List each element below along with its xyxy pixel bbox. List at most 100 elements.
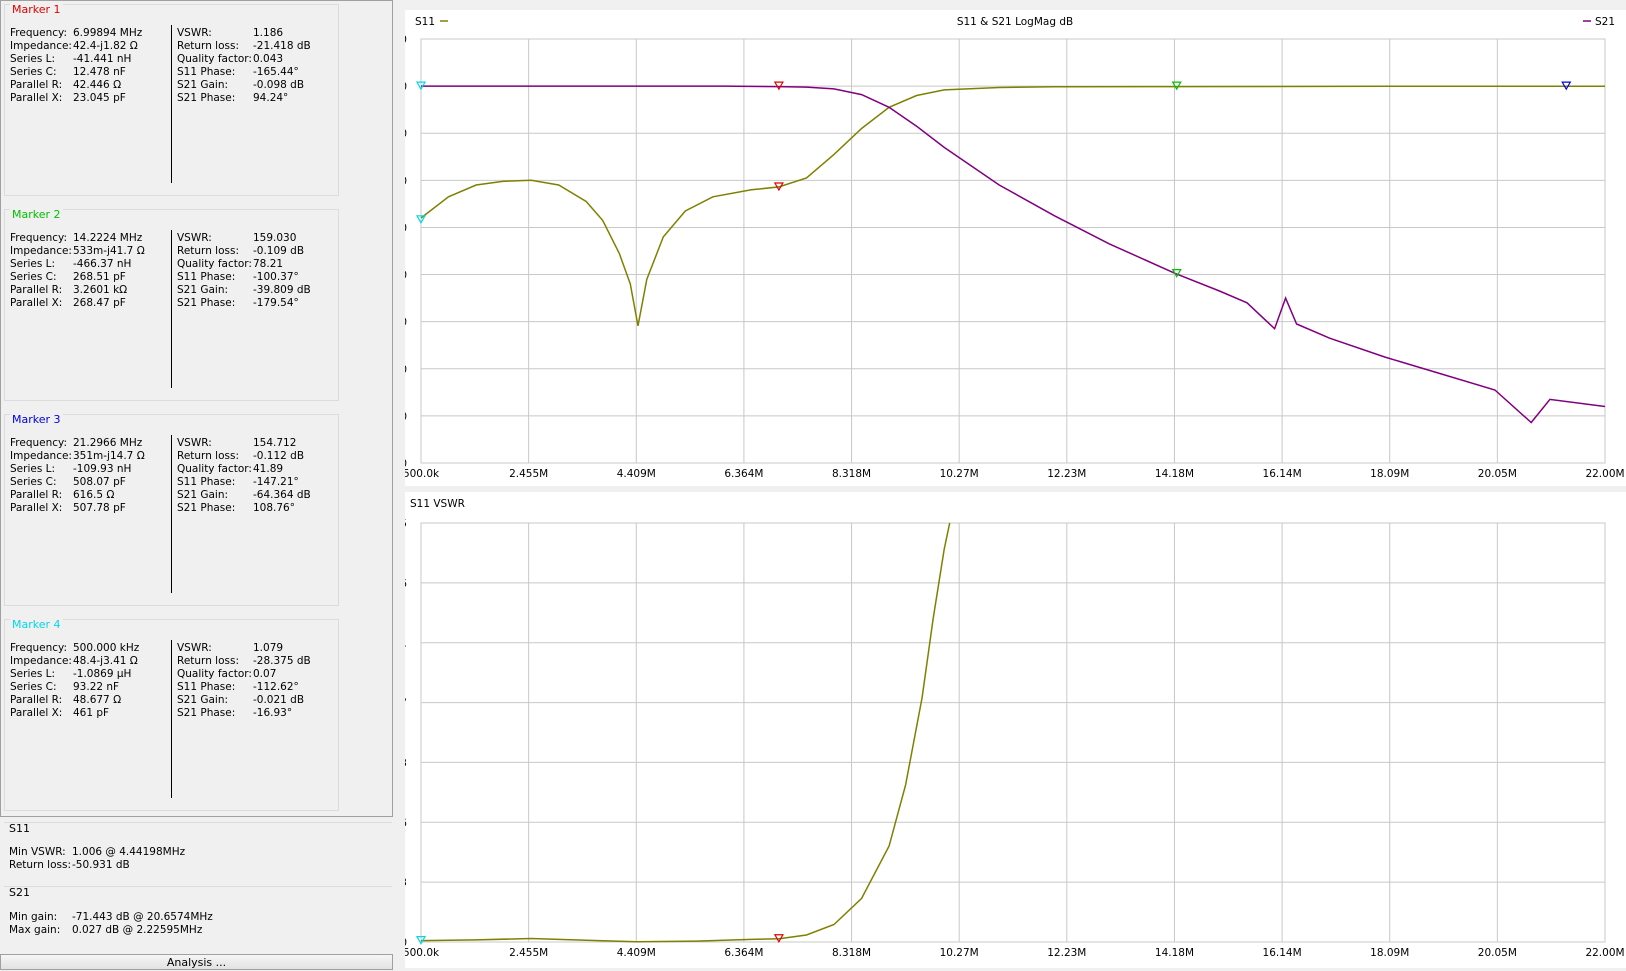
marker-field-value: 0.043 — [253, 53, 284, 65]
marker-field-value: -147.21° — [253, 476, 299, 488]
marker-field-label: S11 Phase: — [177, 681, 236, 693]
marker-field: Quality factor:78.21 — [177, 258, 283, 271]
marker-field: Series C: 93.22 nF — [10, 681, 119, 694]
marker-field-value: -179.54° — [253, 297, 299, 309]
marker-triangle[interactable] — [415, 215, 427, 224]
marker-field-label: Parallel R: — [10, 79, 63, 91]
logmag-chart[interactable]: S11 S11 & S21 LogMag dB S21 10 0.0 -10.0 -2… — [380, 10, 1626, 486]
marker-field-label: Series C: — [10, 681, 57, 693]
marker-divider — [171, 640, 172, 798]
x-tick-label: 20.05M — [1478, 468, 1517, 480]
x-tick-label: 14.18M — [1155, 468, 1194, 480]
series-line-s11 — [420, 522, 951, 943]
marker-field-value: 42.446 Ω — [73, 79, 122, 91]
marker-field-value: -109.93 nH — [73, 463, 132, 475]
marker-triangle[interactable] — [415, 81, 427, 91]
marker-field-label: S11 Phase: — [177, 271, 236, 283]
marker-field-label: Quality factor: — [177, 53, 252, 65]
marker-field-value: 94.24° — [253, 92, 289, 104]
marker-field: Quality factor:41.89 — [177, 463, 283, 476]
s11-summary-title: S11 — [9, 822, 30, 835]
marker-field-value: -100.37° — [253, 271, 299, 283]
x-tick-label: 12.23M — [1047, 468, 1086, 480]
marker-field-label: S21 Gain: — [177, 489, 229, 501]
marker-field-label: Series C: — [10, 476, 57, 488]
x-tick-label: 16.14M — [1263, 468, 1302, 480]
marker-field: S21 Phase: 108.76° — [177, 502, 295, 515]
marker-triangle[interactable] — [773, 81, 784, 91]
marker-field: Series C: 508.07 pF — [10, 476, 126, 489]
x-tick-label: 6.364M — [724, 468, 763, 480]
series-line-s21 — [421, 85, 1606, 424]
marker-field-label: Impedance: — [10, 40, 72, 52]
marker-field-value: 268.51 pF — [73, 271, 126, 283]
y-tick-label: 11.3 — [405, 757, 407, 769]
marker-field: Parallel X: 461 pF — [10, 707, 109, 720]
marker-title: Marker 4 — [10, 618, 63, 631]
marker-field: Parallel X: 268.47 pF — [10, 297, 126, 310]
marker-triangle[interactable] — [773, 934, 784, 943]
y-tick-label: 18.1 — [405, 638, 407, 650]
marker-field: Parallel X: 23.045 pF — [10, 92, 126, 105]
y-tick-label: -70.0 — [405, 411, 407, 423]
marker-triangle[interactable] — [773, 182, 784, 192]
marker-field-value: 23.045 pF — [73, 92, 126, 104]
marker-field: S21 Gain: -64.364 dB — [177, 489, 311, 502]
marker-field-label: S21 Phase: — [177, 707, 236, 719]
marker-field-value: 48.4-j3.41 Ω — [73, 655, 138, 667]
marker-field-value: 6.99894 MHz — [73, 27, 143, 39]
s11-summary: S11 Min VSWR: 1.006 @ 4.44198MHz Return l… — [4, 822, 392, 884]
marker-field-label: S21 Gain: — [177, 79, 229, 91]
marker-triangle[interactable] — [1171, 81, 1182, 91]
marker-field-value: 14.2224 MHz — [73, 232, 143, 244]
marker-field-value: 42.4-j1.82 Ω — [73, 40, 138, 52]
marker-field-label: Frequency: — [10, 642, 68, 654]
marker-field-value: 461 pF — [73, 707, 110, 719]
marker-field-value: 0.07 — [253, 668, 277, 680]
marker-field: Return loss: -21.418 dB — [177, 40, 311, 53]
marker-field-value: 41.89 — [253, 463, 284, 475]
marker-field-label: Return loss: — [177, 450, 240, 462]
marker-field-label: Parallel X: — [10, 502, 63, 514]
marker-field: Return loss: -28.375 dB — [177, 655, 311, 668]
marker-field: VSWR: 1.079 — [177, 642, 283, 655]
marker-field-value: 93.22 nF — [73, 681, 120, 693]
vswr-chart-svg: S11 VSWR 2521.618.114.711.37.864.431.0 5… — [384, 498, 1625, 959]
x-tick-label: 20.05M — [1478, 947, 1517, 959]
marker-field-label: Impedance: — [10, 450, 72, 462]
x-tick-label: 12.23M — [1047, 947, 1086, 959]
marker-field-value: -0.112 dB — [253, 450, 305, 462]
marker-field-value: 616.5 Ω — [73, 489, 115, 501]
marker-field-label: Series L: — [10, 53, 56, 65]
marker-field-value: -28.375 dB — [253, 655, 311, 667]
marker-field-label: Parallel X: — [10, 297, 63, 309]
y-tick-label: 21.6 — [405, 578, 407, 590]
marker-field-label: Return loss: — [177, 40, 240, 52]
vswr-chart-title: S11 VSWR — [410, 498, 465, 510]
marker-triangle[interactable] — [1561, 81, 1572, 91]
marker-triangle[interactable] — [415, 936, 427, 945]
s21-summary-title: S21 — [9, 886, 30, 899]
min-vswr-label: Min VSWR: — [9, 846, 66, 858]
marker-triangle[interactable] — [1171, 269, 1182, 278]
marker-field-value: -0.021 dB — [253, 694, 305, 706]
marker-field-label: Series L: — [10, 668, 56, 680]
marker-field: VSWR: 154.712 — [177, 437, 296, 450]
marker-box-2: Marker 2 Frequency: 14.2224 MHz Impedance:5… — [4, 208, 339, 401]
marker-field-label: Series L: — [10, 258, 56, 270]
marker-field-label: Quality factor: — [177, 668, 252, 680]
marker-field-label: Frequency: — [10, 437, 68, 449]
marker-field-value: -0.098 dB — [253, 79, 305, 91]
marker-field: Series C: 12.478 nF — [10, 66, 126, 79]
marker-field-label: Series C: — [10, 271, 57, 283]
marker-field-label: Series C: — [10, 66, 57, 78]
plot-border — [420, 522, 1606, 943]
vswr-chart[interactable]: S11 VSWR 2521.618.114.711.37.864.431.0 5… — [384, 492, 1626, 968]
marker-field-label: Parallel R: — [10, 284, 63, 296]
marker-field-value: -21.418 dB — [253, 40, 311, 52]
marker-field-value: -41.441 nH — [73, 53, 132, 65]
marker-box-4: Marker 4 Frequency: 500.000 kHz Impedance:4… — [4, 618, 339, 811]
logmag-legend-s11: S11 — [415, 16, 435, 28]
marker-field-value: 21.2966 MHz — [73, 437, 143, 449]
marker-field: Frequency: 500.000 kHz — [10, 642, 139, 655]
